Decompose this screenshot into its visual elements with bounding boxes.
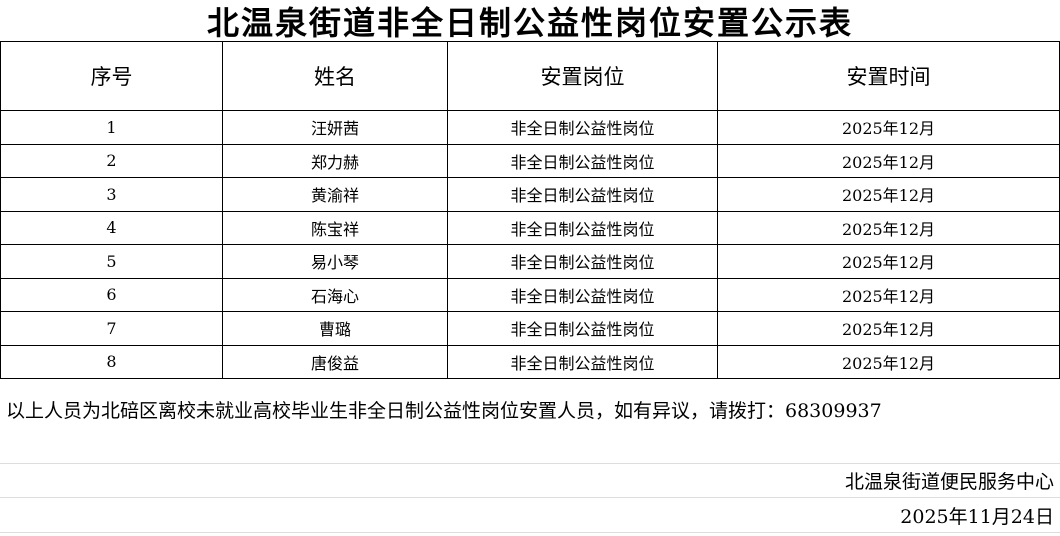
table-row: 6 石海心 非全日制公益性岗位 2025年12月 (0, 277, 1060, 312)
cell-position: 非全日制公益性岗位 (447, 110, 718, 145)
cell-time: 2025年12月 (717, 311, 1060, 346)
table-row: 4 陈宝祥 非全日制公益性岗位 2025年12月 (0, 210, 1060, 245)
table-row: 3 黄渝祥 非全日制公益性岗位 2025年12月 (0, 177, 1060, 212)
cell-position: 非全日制公益性岗位 (447, 344, 718, 379)
cell-index: 7 (0, 311, 223, 346)
header-name: 姓名 (222, 41, 448, 111)
table-row: 1 汪妍茜 非全日制公益性岗位 2025年12月 (0, 110, 1060, 145)
cell-time: 2025年12月 (717, 344, 1060, 379)
cell-time: 2025年12月 (717, 210, 1060, 245)
cell-name: 陈宝祥 (222, 210, 448, 245)
cell-position: 非全日制公益性岗位 (447, 277, 718, 312)
cell-time: 2025年12月 (717, 244, 1060, 279)
cell-position: 非全日制公益性岗位 (447, 210, 718, 245)
cell-name: 汪妍茜 (222, 110, 448, 145)
cell-position: 非全日制公益性岗位 (447, 177, 718, 212)
issue-date: 2025年11月24日 (0, 498, 1060, 533)
table-row: 8 唐俊益 非全日制公益性岗位 2025年12月 (0, 344, 1060, 379)
table-row: 5 易小琴 非全日制公益性岗位 2025年12月 (0, 244, 1060, 279)
cell-index: 3 (0, 177, 223, 212)
table-header-row: 序号 姓名 安置岗位 安置时间 (0, 41, 1060, 111)
cell-position: 非全日制公益性岗位 (447, 311, 718, 346)
footer-note: 以上人员为北碚区离校未就业高校毕业生非全日制公益性岗位安置人员，如有异议，请拨打… (0, 384, 1060, 464)
cell-time: 2025年12月 (717, 110, 1060, 145)
header-index: 序号 (0, 41, 223, 111)
cell-name: 郑力赫 (222, 143, 448, 178)
cell-index: 5 (0, 244, 223, 279)
placement-table: 序号 姓名 安置岗位 安置时间 1 汪妍茜 非全日制公益性岗位 2025年12月 2 郑力… (0, 41, 1060, 379)
cell-index: 4 (0, 210, 223, 245)
page-title: 北温泉街道非全日制公益性岗位安置公示表 (206, 4, 853, 42)
cell-time: 2025年12月 (717, 143, 1060, 178)
cell-position: 非全日制公益性岗位 (447, 143, 718, 178)
cell-name: 易小琴 (222, 244, 448, 279)
cell-index: 1 (0, 110, 223, 145)
cell-name: 唐俊益 (222, 344, 448, 379)
cell-index: 6 (0, 277, 223, 312)
header-position: 安置岗位 (447, 41, 718, 111)
cell-name: 曹璐 (222, 311, 448, 346)
cell-name: 石海心 (222, 277, 448, 312)
cell-index: 8 (0, 344, 223, 379)
table-row: 2 郑力赫 非全日制公益性岗位 2025年12月 (0, 143, 1060, 178)
cell-time: 2025年12月 (717, 277, 1060, 312)
cell-time: 2025年12月 (717, 177, 1060, 212)
cell-name: 黄渝祥 (222, 177, 448, 212)
header-time: 安置时间 (717, 41, 1060, 111)
cell-position: 非全日制公益性岗位 (447, 244, 718, 279)
cell-index: 2 (0, 143, 223, 178)
issuer: 北温泉街道便民服务中心 (0, 464, 1060, 498)
table-row: 7 曹璐 非全日制公益性岗位 2025年12月 (0, 311, 1060, 346)
